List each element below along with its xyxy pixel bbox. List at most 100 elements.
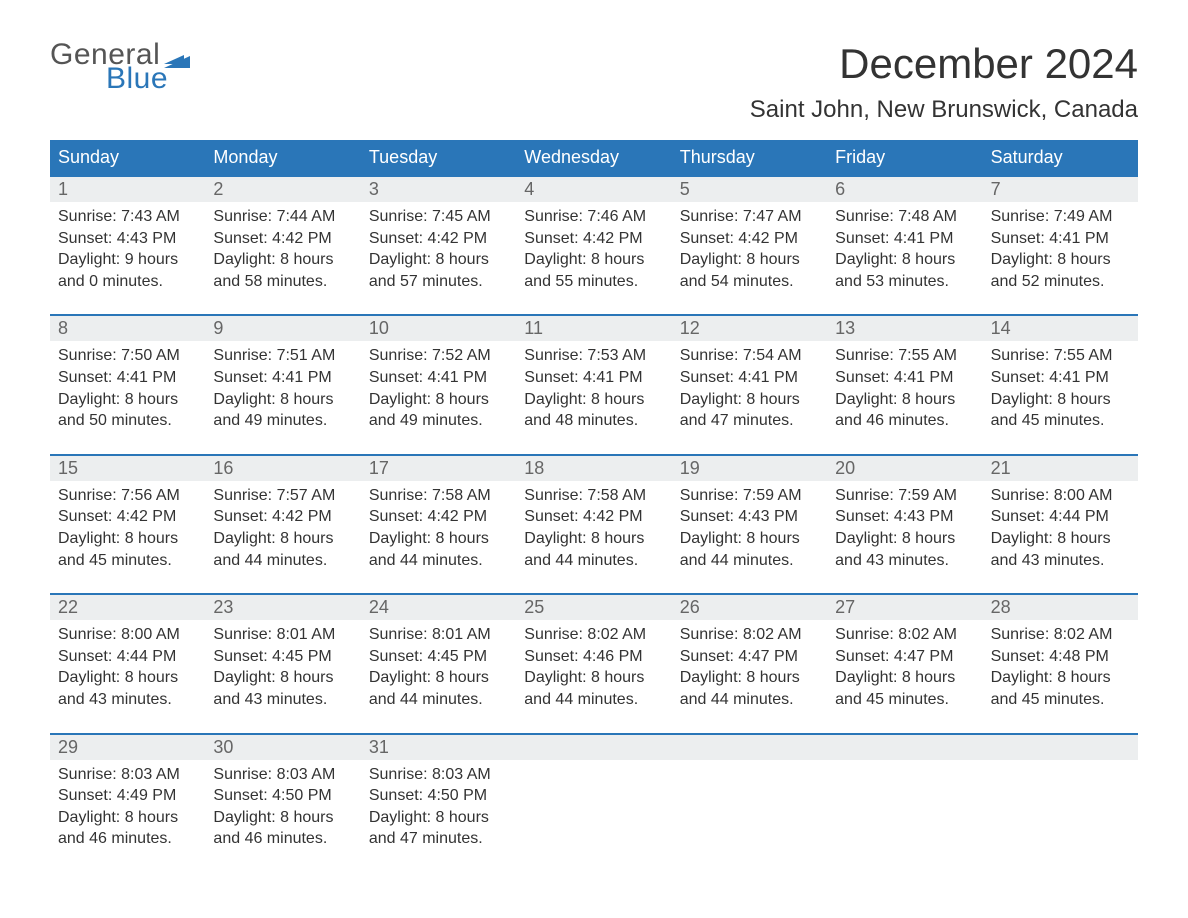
sunset-text: Sunset: 4:43 PM [835,506,974,528]
weekday-label: Sunday [50,140,205,175]
day-cell: Sunrise: 7:45 AMSunset: 4:42 PMDaylight:… [361,202,516,314]
daylight-line1: Daylight: 8 hours [369,389,508,411]
daylight-line1: Daylight: 8 hours [991,249,1130,271]
daylight-line2: and 45 minutes. [835,689,974,711]
sunset-text: Sunset: 4:45 PM [369,646,508,668]
daylight-line1: Daylight: 9 hours [58,249,197,271]
day-number: 31 [361,735,516,760]
day-cell: Sunrise: 7:58 AMSunset: 4:42 PMDaylight:… [516,481,671,593]
daylight-line2: and 50 minutes. [58,410,197,432]
sunrise-text: Sunrise: 7:51 AM [213,345,352,367]
daylight-line2: and 47 minutes. [369,828,508,850]
day-cell [983,760,1138,872]
day-number: 18 [516,456,671,481]
day-cell: Sunrise: 8:03 AMSunset: 4:49 PMDaylight:… [50,760,205,872]
weekday-label: Friday [827,140,982,175]
sunset-text: Sunset: 4:50 PM [369,785,508,807]
daylight-line2: and 57 minutes. [369,271,508,293]
daylight-line2: and 44 minutes. [524,550,663,572]
sunrise-text: Sunrise: 7:45 AM [369,206,508,228]
sunset-text: Sunset: 4:41 PM [991,367,1130,389]
sunset-text: Sunset: 4:41 PM [835,367,974,389]
day-number: 14 [983,316,1138,341]
day-number: 24 [361,595,516,620]
daylight-line1: Daylight: 8 hours [524,249,663,271]
day-cell: Sunrise: 8:03 AMSunset: 4:50 PMDaylight:… [205,760,360,872]
sunset-text: Sunset: 4:42 PM [524,228,663,250]
sunrise-text: Sunrise: 8:00 AM [58,624,197,646]
day-cell: Sunrise: 8:03 AMSunset: 4:50 PMDaylight:… [361,760,516,872]
daylight-line2: and 44 minutes. [680,550,819,572]
day-cell: Sunrise: 8:00 AMSunset: 4:44 PMDaylight:… [983,481,1138,593]
sunset-text: Sunset: 4:47 PM [680,646,819,668]
weekday-label: Monday [205,140,360,175]
sunrise-text: Sunrise: 7:59 AM [680,485,819,507]
day-cell: Sunrise: 8:01 AMSunset: 4:45 PMDaylight:… [361,620,516,732]
sunset-text: Sunset: 4:42 PM [213,506,352,528]
sunrise-text: Sunrise: 7:47 AM [680,206,819,228]
day-number: 16 [205,456,360,481]
daylight-line1: Daylight: 8 hours [524,528,663,550]
day-number-row: 1234567 [50,177,1138,202]
day-number: 8 [50,316,205,341]
daylight-line2: and 43 minutes. [835,550,974,572]
day-number: 13 [827,316,982,341]
day-number: 23 [205,595,360,620]
header: General Blue December 2024 Saint John, N… [50,40,1138,134]
weekday-label: Thursday [672,140,827,175]
sunset-text: Sunset: 4:42 PM [524,506,663,528]
sunrise-text: Sunrise: 7:58 AM [524,485,663,507]
daylight-line2: and 44 minutes. [369,689,508,711]
daylight-line2: and 45 minutes. [991,689,1130,711]
weekday-header-row: Sunday Monday Tuesday Wednesday Thursday… [50,140,1138,175]
daylight-line1: Daylight: 8 hours [991,667,1130,689]
daylight-line2: and 53 minutes. [835,271,974,293]
calendar-week: 891011121314Sunrise: 7:50 AMSunset: 4:41… [50,314,1138,453]
daylight-line2: and 46 minutes. [213,828,352,850]
sunrise-text: Sunrise: 7:54 AM [680,345,819,367]
daylight-line1: Daylight: 8 hours [680,249,819,271]
day-number: 28 [983,595,1138,620]
daylight-line2: and 44 minutes. [213,550,352,572]
sunset-text: Sunset: 4:46 PM [524,646,663,668]
day-cell: Sunrise: 7:49 AMSunset: 4:41 PMDaylight:… [983,202,1138,314]
sunset-text: Sunset: 4:47 PM [835,646,974,668]
sunrise-text: Sunrise: 7:56 AM [58,485,197,507]
daylight-line2: and 43 minutes. [58,689,197,711]
day-number: 27 [827,595,982,620]
day-number-row: 293031 [50,735,1138,760]
daylight-line1: Daylight: 8 hours [369,528,508,550]
daylight-line2: and 49 minutes. [369,410,508,432]
sunrise-text: Sunrise: 7:57 AM [213,485,352,507]
daylight-line2: and 49 minutes. [213,410,352,432]
daylight-line1: Daylight: 8 hours [524,389,663,411]
day-number: 1 [50,177,205,202]
sunrise-text: Sunrise: 7:59 AM [835,485,974,507]
sunrise-text: Sunrise: 7:43 AM [58,206,197,228]
sunrise-text: Sunrise: 8:01 AM [369,624,508,646]
sunset-text: Sunset: 4:48 PM [991,646,1130,668]
daylight-line1: Daylight: 8 hours [835,389,974,411]
sunset-text: Sunset: 4:50 PM [213,785,352,807]
sunrise-text: Sunrise: 8:03 AM [213,764,352,786]
day-cell [827,760,982,872]
day-cell [516,760,671,872]
day-number-row: 22232425262728 [50,595,1138,620]
day-cell: Sunrise: 8:02 AMSunset: 4:46 PMDaylight:… [516,620,671,732]
day-number: 26 [672,595,827,620]
day-number: 25 [516,595,671,620]
day-cell: Sunrise: 7:47 AMSunset: 4:42 PMDaylight:… [672,202,827,314]
location-subtitle: Saint John, New Brunswick, Canada [750,96,1138,124]
daylight-line1: Daylight: 8 hours [213,528,352,550]
daylight-line1: Daylight: 8 hours [835,249,974,271]
daylight-line2: and 44 minutes. [524,689,663,711]
day-cell: Sunrise: 7:57 AMSunset: 4:42 PMDaylight:… [205,481,360,593]
day-cell: Sunrise: 7:53 AMSunset: 4:41 PMDaylight:… [516,341,671,453]
sunrise-text: Sunrise: 8:02 AM [680,624,819,646]
day-cell: Sunrise: 8:01 AMSunset: 4:45 PMDaylight:… [205,620,360,732]
day-number: 29 [50,735,205,760]
sunset-text: Sunset: 4:41 PM [524,367,663,389]
sunrise-text: Sunrise: 8:00 AM [991,485,1130,507]
daylight-line2: and 46 minutes. [58,828,197,850]
daylight-line1: Daylight: 8 hours [991,389,1130,411]
